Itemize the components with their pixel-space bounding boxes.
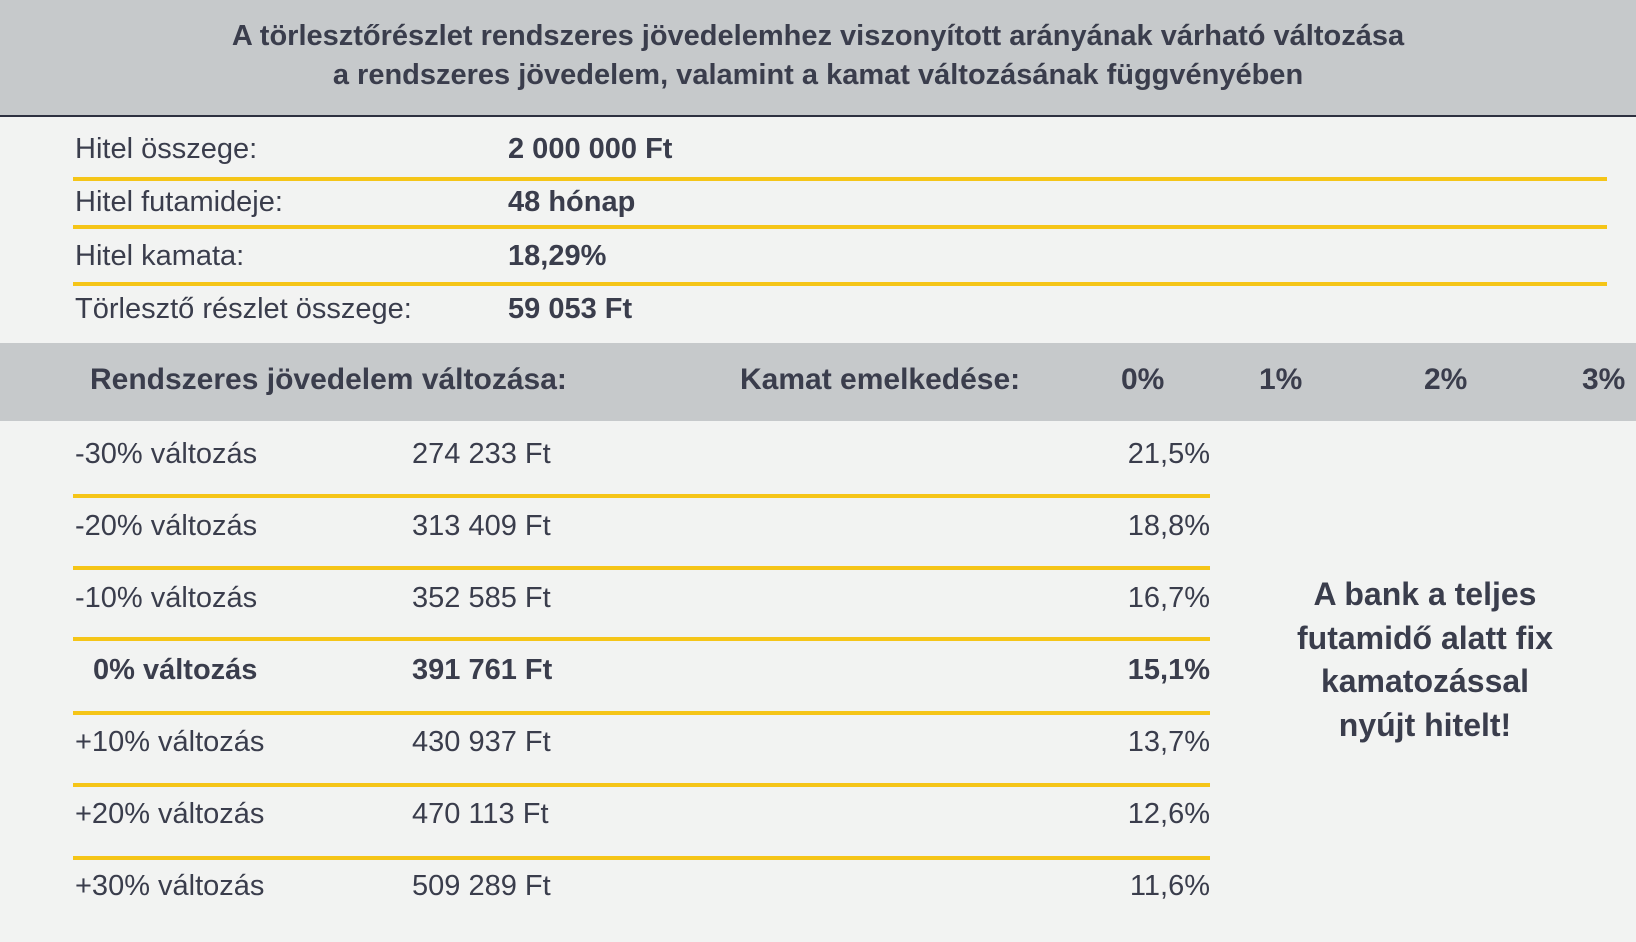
title-line-2: a rendszeres jövedelem, valamint a kamat…: [332, 59, 1304, 91]
row-income: 391 761 Ft: [412, 654, 553, 686]
table-row: +10% változás 430 937 Ft 13,7%: [75, 726, 1210, 798]
loan-rate-label: Hitel kamata:: [75, 240, 245, 272]
row-income: 470 113 Ft: [412, 798, 549, 830]
loan-term-label: Hitel futamideje:: [75, 186, 283, 218]
row-ratio: 18,8%: [1127, 510, 1210, 542]
row-label: +10% változás: [75, 726, 265, 758]
income-change-header: Rendszeres jövedelem változása:: [90, 363, 567, 396]
rate-step-0: 0%: [1121, 363, 1165, 396]
table-row-baseline: 0% változás 391 761 Ft 15,1%: [75, 654, 1210, 726]
loan-amount-label: Hitel összege:: [75, 133, 258, 165]
row-divider: [73, 566, 1210, 570]
rate-step-2: 2%: [1424, 363, 1468, 396]
note-line: kamatozással: [1320, 663, 1530, 699]
loan-amount-row: Hitel összege: 2 000 000 Ft: [75, 133, 1607, 187]
note-line: futamidő alatt fix: [1296, 619, 1553, 656]
row-ratio: 21,5%: [1127, 438, 1210, 470]
row-ratio: 15,1%: [1127, 654, 1210, 686]
table-row: +30% változás 509 289 Ft 11,6%: [75, 870, 1210, 942]
row-ratio: 12,6%: [1127, 798, 1210, 830]
row-income: 313 409 Ft: [412, 510, 551, 542]
installment-value: 59 053 Ft: [508, 293, 633, 325]
table-row: +20% változás 470 113 Ft 12,6%: [75, 798, 1210, 870]
table-row: -30% változás 274 233 Ft 21,5%: [75, 438, 1210, 510]
rate-increase-header: Kamat emelkedése:: [740, 363, 1021, 396]
row-label: -20% változás: [75, 510, 258, 542]
row-divider: [73, 783, 1210, 787]
row-ratio: 13,7%: [1127, 726, 1210, 758]
table-row: -10% változás 352 585 Ft 16,7%: [75, 582, 1210, 654]
row-income: 274 233 Ft: [412, 438, 551, 470]
loan-rate-row: Hitel kamata: 18,29%: [75, 240, 1607, 294]
row-label: +20% változás: [75, 798, 265, 830]
row-divider: [73, 494, 1210, 498]
rate-step-1: 1%: [1259, 363, 1303, 396]
loan-amount-value: 2 000 000 Ft: [508, 133, 673, 165]
row-ratio: 11,6%: [1129, 870, 1210, 902]
row-income: 430 937 Ft: [412, 726, 551, 758]
table-header: Rendszeres jövedelem változása: Kamat em…: [0, 343, 1636, 421]
row-ratio: 16,7%: [1127, 582, 1210, 614]
divider-line: [73, 225, 1607, 229]
fixed-rate-note: A bank a teljes futamidő alatt fix kamat…: [1230, 573, 1620, 747]
divider-line: [73, 282, 1607, 286]
title-line-1: A törlesztőrészlet rendszeres jövedelemh…: [231, 20, 1405, 52]
row-divider: [73, 711, 1210, 715]
installment-label: Törlesztő részlet összege:: [75, 293, 412, 325]
loan-term-value: 48 hónap: [508, 186, 636, 218]
row-label: -10% változás: [75, 582, 258, 614]
row-label: +30% változás: [75, 870, 265, 902]
row-income: 509 289 Ft: [412, 870, 551, 902]
table-row: -20% változás 313 409 Ft 18,8%: [75, 510, 1210, 582]
row-label: -30% változás: [75, 438, 258, 470]
row-income: 352 585 Ft: [412, 582, 551, 614]
loan-term-row: Hitel futamideje: 48 hónap: [75, 186, 1607, 240]
note-line: nyújt hitelt!: [1338, 706, 1512, 743]
loan-rate-value: 18,29%: [508, 240, 607, 272]
title-band: A törlesztőrészlet rendszeres jövedelemh…: [0, 0, 1636, 117]
note-line: A bank a teljes: [1313, 576, 1537, 612]
row-label: 0% változás: [93, 654, 258, 686]
divider-line: [73, 177, 1607, 181]
row-divider: [73, 856, 1210, 860]
installment-row: Törlesztő részlet összege: 59 053 Ft: [75, 293, 1607, 347]
rate-step-3: 3%: [1582, 363, 1626, 396]
row-divider: [73, 637, 1210, 641]
